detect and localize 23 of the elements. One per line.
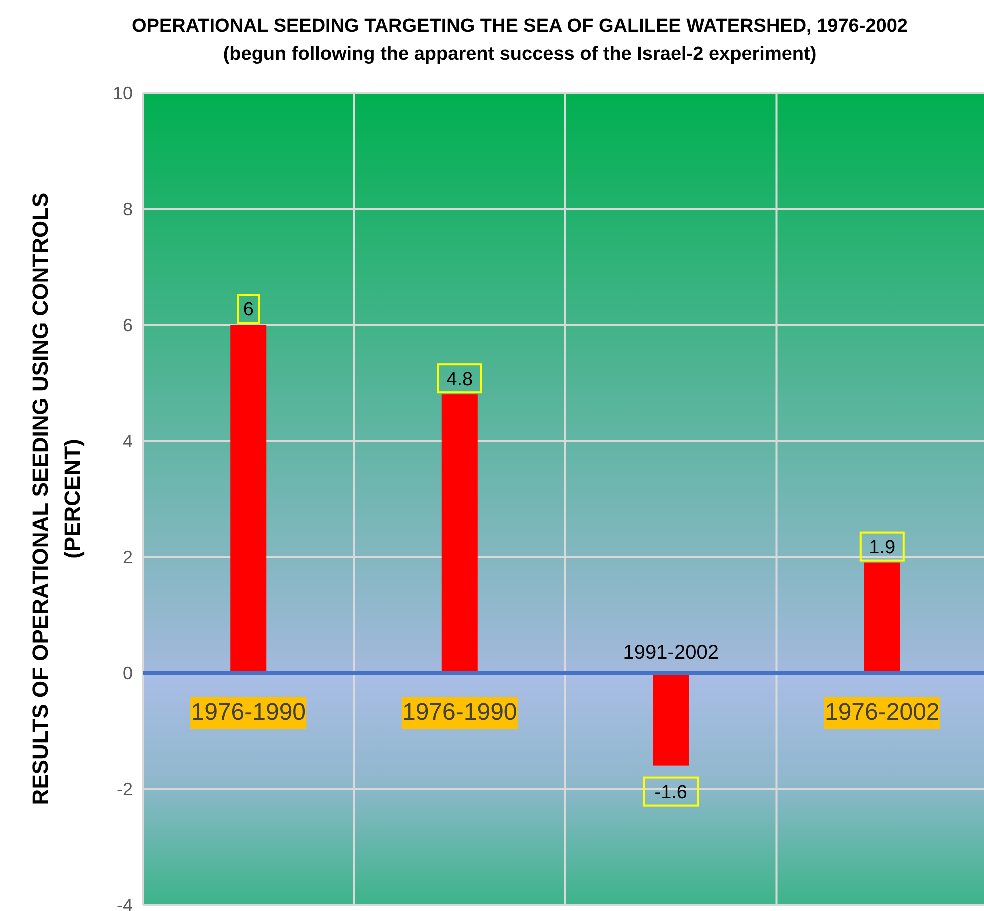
y-tick-label: 4: [122, 431, 133, 452]
y-tick-label: 8: [122, 199, 133, 220]
chart-title: OPERATIONAL SEEDING TARGETING THE SEA OF GALILEE WATERSHED, 1976-2002: [132, 16, 908, 37]
data-label: 6: [243, 300, 254, 321]
bar: [442, 394, 478, 673]
x-tick-label: 1976-1990: [402, 699, 518, 726]
data-label: -1.6: [654, 782, 688, 804]
y-tick-label: -2: [116, 779, 133, 800]
x-tick-label: 1976-1990: [191, 699, 306, 726]
data-label: 4.8: [446, 369, 474, 390]
y-axis-title: RESULTS OF OPERATIONAL SEEDING USING CONTROLS (PERCENT): [28, 192, 85, 806]
y-tick-label: 10: [112, 83, 133, 104]
bar: [864, 562, 900, 673]
chart-subtitle: (begun following the apparent success of the Israel-2 experiment): [223, 44, 817, 65]
x-tick-label: 1976-2002: [824, 699, 940, 726]
y-tick-label: 2: [122, 547, 133, 568]
y-tick-label: 0: [122, 663, 133, 684]
x-tick-label: 1991-2002: [623, 642, 719, 664]
y-tick-label: 6: [122, 315, 133, 336]
y-tick-label: -4: [116, 895, 133, 911]
data-label: 1.9: [869, 537, 896, 558]
bar: [230, 325, 267, 673]
bar: [653, 673, 690, 766]
